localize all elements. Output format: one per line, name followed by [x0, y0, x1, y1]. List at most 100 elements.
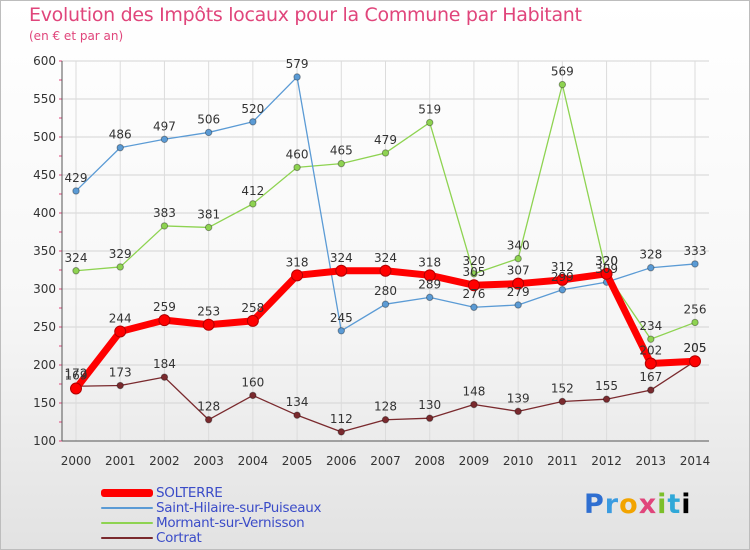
data-point — [556, 273, 569, 286]
data-label: 324 — [374, 251, 397, 265]
data-point — [116, 381, 124, 390]
data-label: 112 — [330, 412, 353, 426]
data-label: 329 — [109, 247, 132, 261]
legend-label-mormant: Mormant-sur-Vernisson — [156, 514, 305, 531]
data-point — [381, 149, 390, 157]
data-label: 324 — [65, 251, 88, 265]
data-label: 128 — [374, 400, 397, 414]
data-point — [647, 386, 655, 394]
data-label: 340 — [507, 239, 530, 253]
data-label: 465 — [330, 144, 353, 158]
data-point — [249, 391, 257, 400]
data-label: 130 — [418, 398, 441, 412]
data-point — [600, 267, 613, 280]
data-labels: 324 329 383 381 412 460 465 479 519 320 340 569 320 2… — [65, 57, 707, 426]
data-label: 279 — [507, 285, 530, 299]
data-label: 259 — [153, 300, 176, 314]
data-point — [337, 327, 345, 335]
data-label: 128 — [197, 400, 220, 414]
x-tick-label: 2013 — [636, 454, 667, 468]
data-label: 320 — [595, 254, 618, 268]
x-tick-label: 2014 — [680, 454, 711, 468]
data-label: 152 — [551, 381, 574, 395]
data-point — [470, 270, 478, 278]
data-label: 280 — [374, 284, 397, 298]
y-tick-label: 300 — [33, 282, 56, 296]
y-tick-label: 200 — [33, 358, 56, 372]
data-label: 245 — [330, 311, 353, 325]
data-label: 167 — [639, 370, 662, 384]
data-label: 309 — [595, 262, 618, 276]
data-point — [514, 407, 522, 416]
data-point — [335, 264, 348, 277]
data-point — [337, 159, 345, 168]
logo-letter: x — [638, 489, 658, 520]
data-point — [470, 303, 478, 311]
data-point — [72, 267, 80, 275]
x-tick-label: 2001 — [105, 454, 136, 468]
x-tick-label: 2005 — [282, 454, 313, 468]
data-label: 173 — [109, 366, 132, 380]
x-tick-label: 2003 — [193, 454, 224, 468]
data-label: 320 — [595, 254, 618, 268]
data-point — [381, 416, 390, 424]
data-point — [558, 80, 567, 89]
y-tick-label: 150 — [33, 396, 56, 410]
data-point — [114, 325, 127, 338]
grid — [62, 60, 709, 442]
data-point — [293, 411, 301, 419]
data-label: 412 — [241, 184, 264, 198]
data-point — [249, 200, 257, 208]
x-tick-label: 2012 — [591, 454, 622, 468]
data-label: 497 — [153, 119, 176, 133]
data-label: 460 — [286, 147, 309, 161]
logo-letter: r — [604, 489, 620, 520]
y-tick-label: 400 — [33, 206, 56, 220]
data-label: 328 — [639, 248, 662, 262]
data-point — [558, 286, 567, 294]
data-point — [689, 355, 701, 368]
logo-letter: i — [681, 489, 692, 520]
data-label: 318 — [418, 255, 441, 269]
x-tick-label: 2000 — [61, 454, 92, 468]
data-label: 205 — [684, 341, 707, 355]
data-point — [423, 269, 436, 282]
data-point — [426, 414, 434, 422]
data-label: 383 — [153, 206, 176, 220]
y-tick-label: 250 — [33, 320, 56, 334]
data-point — [204, 416, 213, 424]
data-point — [160, 135, 169, 143]
legend: SOLTERRE Saint-Hilaire-sur-Puiseaux Morm… — [101, 484, 321, 546]
data-label: 312 — [551, 260, 574, 274]
data-label: 429 — [65, 171, 88, 185]
data-label: 324 — [330, 251, 353, 265]
chart-subtitle: (en € et par an) — [29, 29, 124, 43]
logo-letter: i — [657, 489, 668, 520]
x-tick-label: 2002 — [149, 454, 180, 468]
data-point — [426, 293, 434, 302]
data-label: 381 — [197, 207, 220, 221]
data-label: 519 — [418, 103, 441, 117]
data-point — [647, 335, 655, 343]
x-tick-label: 2006 — [326, 454, 357, 468]
y-tick-label: 500 — [33, 130, 56, 144]
data-point — [644, 357, 657, 370]
y-tick-label: 550 — [33, 92, 56, 106]
data-point — [512, 277, 525, 290]
data-point — [293, 163, 301, 172]
data-label: 305 — [462, 265, 485, 279]
proxiti-logo: Proxiti — [584, 489, 692, 520]
data-label: 234 — [639, 319, 662, 333]
data-point — [467, 279, 480, 292]
data-point — [72, 187, 80, 195]
data-point — [160, 222, 169, 230]
legend-label-cortrat: Cortrat — [156, 529, 202, 546]
data-point — [246, 314, 259, 327]
y-tick-label: 600 — [33, 54, 56, 68]
legend-item-mormant: Mormant-sur-Vernisson — [101, 514, 321, 531]
legend-label-solterre: SOLTERRE — [156, 484, 223, 501]
data-label: 579 — [286, 57, 309, 71]
data-label: 318 — [286, 255, 309, 269]
